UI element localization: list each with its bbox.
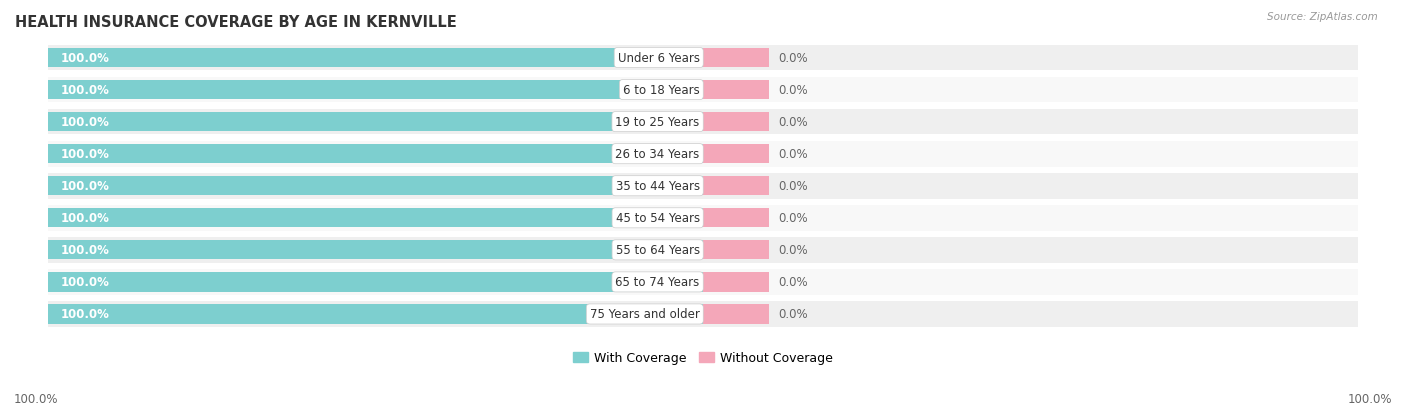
Text: 0.0%: 0.0% — [779, 308, 808, 320]
Text: 100.0%: 100.0% — [60, 244, 110, 257]
Bar — [48, 81, 703, 100]
Text: 55 to 64 Years: 55 to 64 Years — [616, 244, 700, 257]
Text: 0.0%: 0.0% — [779, 148, 808, 161]
Text: Source: ZipAtlas.com: Source: ZipAtlas.com — [1267, 12, 1378, 22]
Text: 0.0%: 0.0% — [779, 212, 808, 225]
Bar — [48, 49, 703, 68]
Text: 0.0%: 0.0% — [779, 52, 808, 65]
Text: 45 to 54 Years: 45 to 54 Years — [616, 212, 700, 225]
Text: 100.0%: 100.0% — [60, 308, 110, 320]
Bar — [48, 273, 703, 292]
Bar — [48, 237, 1358, 263]
Text: 6 to 18 Years: 6 to 18 Years — [623, 84, 700, 97]
Bar — [48, 145, 703, 164]
Bar — [703, 305, 769, 324]
Text: 100.0%: 100.0% — [60, 52, 110, 65]
Text: 0.0%: 0.0% — [779, 84, 808, 97]
Text: 0.0%: 0.0% — [779, 276, 808, 289]
Bar — [48, 78, 1358, 103]
Text: 100.0%: 100.0% — [60, 276, 110, 289]
Text: 35 to 44 Years: 35 to 44 Years — [616, 180, 700, 193]
Text: 0.0%: 0.0% — [779, 244, 808, 257]
Bar — [48, 269, 1358, 295]
Text: 19 to 25 Years: 19 to 25 Years — [616, 116, 700, 129]
Bar — [703, 49, 769, 68]
Bar — [703, 209, 769, 228]
Text: HEALTH INSURANCE COVERAGE BY AGE IN KERNVILLE: HEALTH INSURANCE COVERAGE BY AGE IN KERN… — [15, 15, 457, 30]
Bar — [48, 241, 703, 260]
Text: Under 6 Years: Under 6 Years — [617, 52, 700, 65]
Text: 75 Years and older: 75 Years and older — [591, 308, 700, 320]
Text: 65 to 74 Years: 65 to 74 Years — [616, 276, 700, 289]
Text: 100.0%: 100.0% — [60, 84, 110, 97]
Text: 100.0%: 100.0% — [60, 212, 110, 225]
Bar — [48, 109, 1358, 135]
Bar — [48, 142, 1358, 167]
Bar — [703, 273, 769, 292]
Bar — [48, 206, 1358, 231]
Text: 100.0%: 100.0% — [1347, 392, 1392, 405]
Bar — [703, 177, 769, 196]
Bar — [48, 113, 703, 132]
Bar — [48, 209, 703, 228]
Text: 100.0%: 100.0% — [60, 116, 110, 129]
Text: 100.0%: 100.0% — [60, 148, 110, 161]
Text: 100.0%: 100.0% — [60, 180, 110, 193]
Bar — [48, 177, 703, 196]
Text: 0.0%: 0.0% — [779, 116, 808, 129]
Bar — [703, 113, 769, 132]
Bar — [48, 173, 1358, 199]
Bar — [48, 305, 703, 324]
Legend: With Coverage, Without Coverage: With Coverage, Without Coverage — [568, 346, 838, 369]
Bar — [703, 145, 769, 164]
Bar — [48, 301, 1358, 327]
Bar — [703, 241, 769, 260]
Bar — [48, 45, 1358, 71]
Bar — [703, 81, 769, 100]
Text: 100.0%: 100.0% — [14, 392, 59, 405]
Text: 0.0%: 0.0% — [779, 180, 808, 193]
Text: 26 to 34 Years: 26 to 34 Years — [616, 148, 700, 161]
